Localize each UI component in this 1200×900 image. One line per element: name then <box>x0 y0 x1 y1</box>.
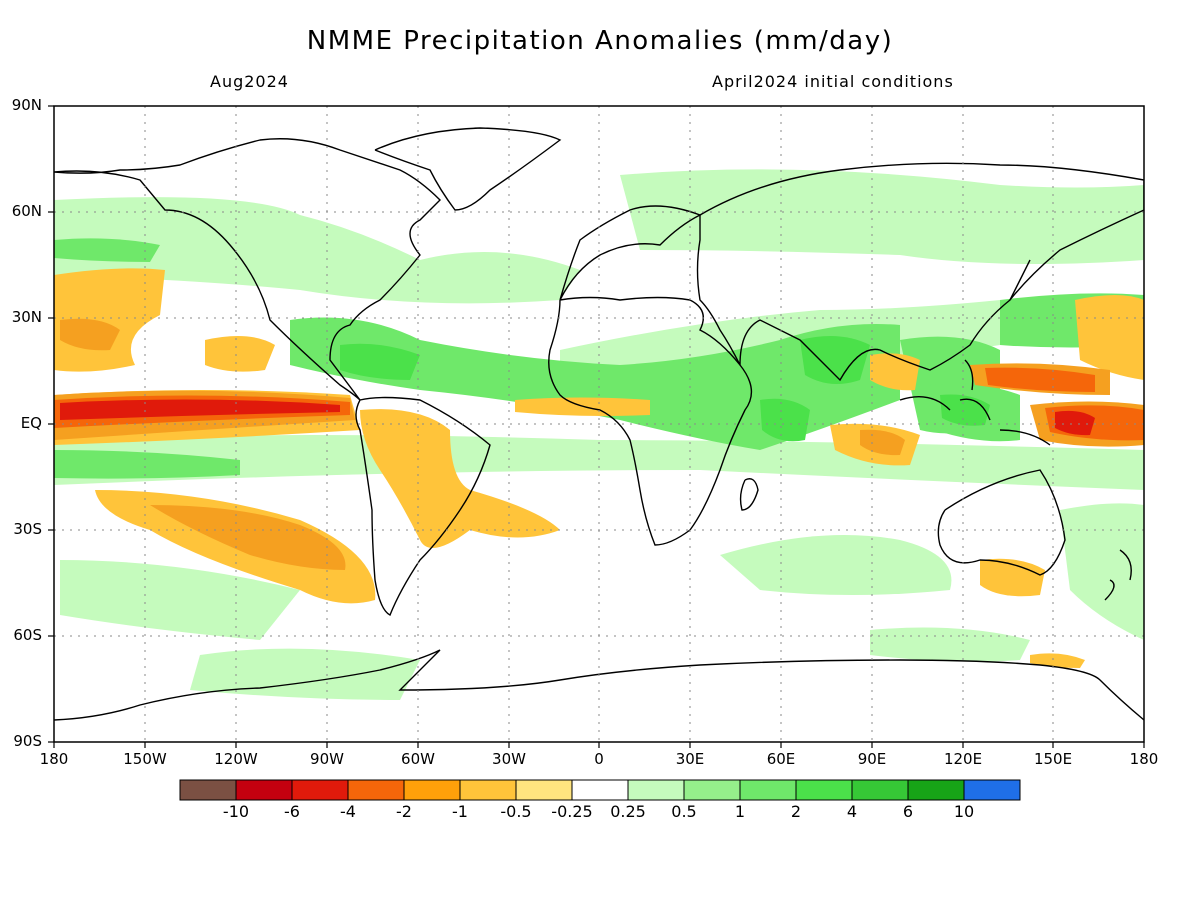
lon-label: 90E <box>857 750 887 768</box>
lon-label: 30E <box>675 750 705 768</box>
colorbar-swatch <box>851 779 909 801</box>
colorbar-label: 1 <box>734 802 746 821</box>
colorbar-swatch <box>907 779 965 801</box>
colorbar-swatch <box>179 779 237 801</box>
colorbar-swatch <box>963 779 1021 801</box>
anomaly-field <box>54 127 1144 721</box>
colorbar-label: 4 <box>846 802 858 821</box>
colorbar-label: -2 <box>396 802 412 821</box>
colorbar-label: -4 <box>340 802 356 821</box>
colorbar-swatch <box>571 779 629 801</box>
colorbar-swatch <box>459 779 517 801</box>
colorbar-swatch <box>683 779 741 801</box>
colorbar-swatch <box>627 779 685 801</box>
colorbar-label: 0.25 <box>610 802 646 821</box>
lat-label: 90N <box>11 96 42 114</box>
colorbar-label: 0.5 <box>671 802 697 821</box>
lon-label: 0 <box>594 750 604 768</box>
lon-label: 120E <box>943 750 983 768</box>
lat-label: EQ <box>20 414 42 432</box>
lat-label: 60N <box>11 202 42 220</box>
colorbar-label: 6 <box>902 802 914 821</box>
colorbar-label: 2 <box>790 802 802 821</box>
colorbar <box>179 779 1021 801</box>
lon-label: 120W <box>214 750 258 768</box>
lat-label: 90S <box>13 732 42 750</box>
lat-label: 30S <box>13 520 42 538</box>
lon-label: 60E <box>766 750 796 768</box>
colorbar-label: -6 <box>284 802 300 821</box>
colorbar-label: -1 <box>452 802 468 821</box>
colorbar-swatch <box>347 779 405 801</box>
initial-conditions: April2024 initial conditions <box>712 72 954 91</box>
lon-label: 150W <box>123 750 167 768</box>
forecast-month: Aug2024 <box>210 72 289 91</box>
lon-label: 150E <box>1033 750 1073 768</box>
axis-ticks <box>48 105 1145 748</box>
colorbar-label: 10 <box>953 802 975 821</box>
colorbar-label: -10 <box>222 802 250 821</box>
colorbar-label: -0.25 <box>551 802 593 821</box>
lat-label: 60S <box>13 626 42 644</box>
lat-label: 30N <box>11 308 42 326</box>
colorbar-swatch <box>515 779 573 801</box>
colorbar-swatch <box>739 779 797 801</box>
lon-label: 30W <box>492 750 526 768</box>
colorbar-swatch <box>795 779 853 801</box>
grid-lines <box>54 106 1144 742</box>
lon-label: 180 <box>39 750 69 768</box>
colorbar-swatch <box>235 779 293 801</box>
colorbar-swatch <box>291 779 349 801</box>
lon-label: 60W <box>401 750 435 768</box>
map-title: NMME Precipitation Anomalies (mm/day) <box>306 26 894 56</box>
lon-label: 180 <box>1129 750 1159 768</box>
colorbar-label: -0.5 <box>500 802 532 821</box>
colorbar-swatch <box>403 779 461 801</box>
lon-label: 90W <box>310 750 344 768</box>
